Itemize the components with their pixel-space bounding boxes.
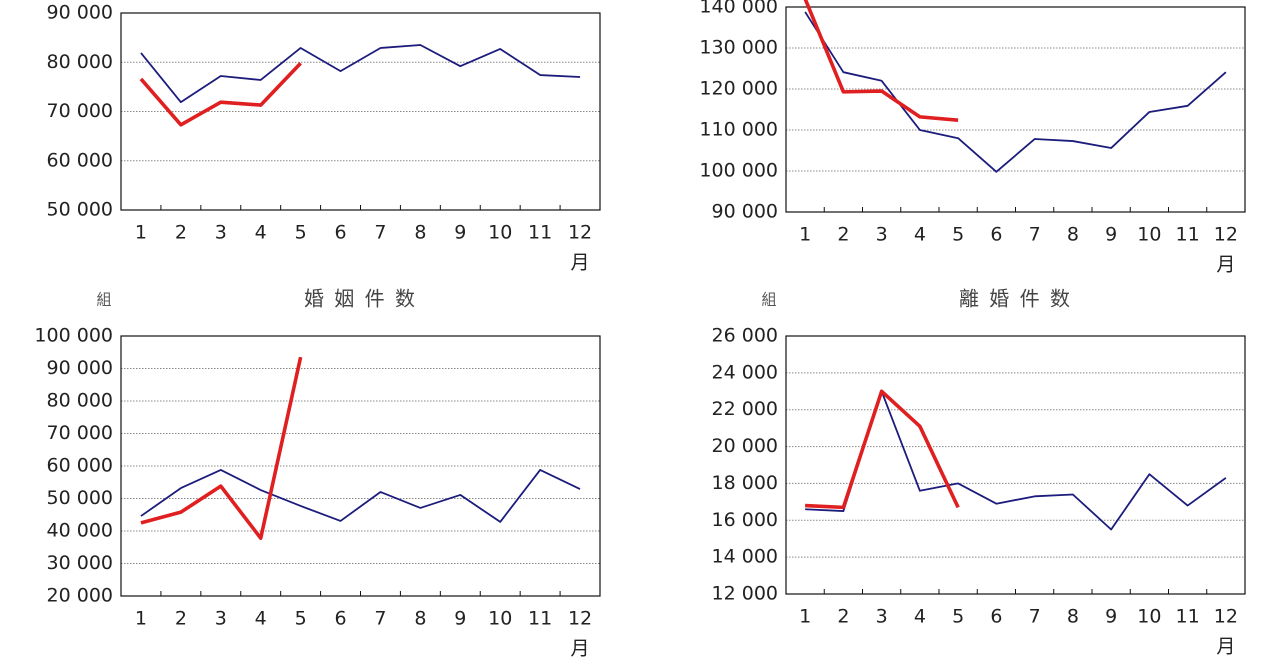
x-axis-label: 月	[1216, 636, 1235, 658]
x-tick-label: 4	[914, 606, 926, 628]
x-tick-label: 1	[135, 608, 147, 630]
y-tick-label: 30 000	[47, 552, 113, 574]
x-tick-label: 5	[295, 608, 307, 630]
y-tick-label: 120 000	[699, 78, 778, 100]
x-tick-label: 7	[1029, 606, 1041, 628]
y-tick-label: 60 000	[47, 455, 113, 477]
y-tick-label: 16 000	[712, 509, 778, 531]
x-tick-label: 11	[1176, 224, 1200, 246]
x-tick-label: 5	[295, 222, 307, 244]
series-line	[803, 0, 959, 122]
y-tick-label: 140 000	[699, 0, 778, 18]
y-tick-label: 100 000	[34, 325, 113, 347]
x-tick-label: 9	[454, 608, 466, 630]
x-tick-label: 3	[215, 222, 227, 244]
plot-frame	[785, 6, 1246, 213]
x-tick-label: 8	[414, 608, 426, 630]
y-tick-label: 22 000	[712, 398, 778, 420]
x-tick-label: 10	[488, 608, 512, 630]
y-tick-label: 70 000	[47, 100, 113, 122]
y-axis-unit: 組	[761, 291, 776, 309]
x-tick-label: 9	[1105, 606, 1117, 628]
y-tick-label: 14 000	[712, 546, 778, 568]
x-tick-label: 2	[175, 222, 187, 244]
x-tick-label: 6	[334, 222, 346, 244]
y-tick-label: 70 000	[47, 422, 113, 444]
x-tick-label: 2	[837, 606, 849, 628]
series-line	[805, 389, 960, 510]
series-line	[140, 469, 581, 523]
y-tick-label: 20 000	[712, 435, 778, 457]
y-tick-label: 80 000	[47, 51, 113, 73]
x-tick-label: 12	[568, 608, 592, 630]
x-tick-label: 10	[1137, 224, 1161, 246]
y-tick-label: 110 000	[699, 119, 778, 141]
y-tick-label: 60 000	[47, 149, 113, 171]
x-tick-label: 12	[1214, 224, 1238, 246]
x-tick-label: 8	[1067, 224, 1079, 246]
x-tick-label: 9	[1105, 224, 1117, 246]
x-tick-label: 1	[135, 222, 147, 244]
y-tick-label: 90 000	[47, 2, 113, 24]
y-tick-label: 50 000	[47, 199, 113, 221]
x-tick-label: 11	[528, 222, 552, 244]
chart-title: 婚 姻 件 数	[304, 287, 417, 311]
y-tick-label: 18 000	[712, 472, 778, 494]
x-tick-label: 3	[876, 606, 888, 628]
y-tick-label: 100 000	[699, 160, 778, 182]
y-axis-unit: 組	[96, 291, 111, 309]
x-tick-label: 1	[799, 224, 811, 246]
x-axis-label: 月	[571, 252, 590, 274]
y-tick-label: 90 000	[47, 357, 113, 379]
x-tick-label: 1	[799, 606, 811, 628]
x-tick-label: 12	[1214, 606, 1238, 628]
plot-frame	[120, 335, 601, 597]
x-tick-label: 8	[414, 222, 426, 244]
x-tick-label: 5	[952, 606, 964, 628]
x-tick-label: 2	[837, 224, 849, 246]
x-tick-label: 11	[528, 608, 552, 630]
x-tick-label: 6	[334, 608, 346, 630]
x-axis-label: 月	[1216, 254, 1235, 276]
x-tick-label: 10	[488, 222, 512, 244]
x-tick-label: 10	[1137, 606, 1161, 628]
x-tick-label: 9	[454, 222, 466, 244]
y-tick-label: 24 000	[712, 361, 778, 383]
x-tick-label: 3	[215, 608, 227, 630]
y-tick-label: 130 000	[699, 37, 778, 59]
y-tick-label: 40 000	[47, 520, 113, 542]
y-tick-label: 12 000	[712, 583, 778, 605]
series-line	[804, 11, 1227, 173]
x-tick-label: 6	[990, 224, 1002, 246]
x-tick-label: 4	[914, 224, 926, 246]
x-tick-label: 8	[1067, 606, 1079, 628]
series-line	[140, 44, 581, 104]
y-tick-label: 90 000	[712, 201, 778, 223]
x-tick-label: 4	[255, 222, 267, 244]
series-line	[805, 390, 1227, 531]
x-tick-label: 4	[255, 608, 267, 630]
x-tick-label: 6	[990, 606, 1002, 628]
plot-frame	[120, 12, 601, 211]
x-tick-label: 2	[175, 608, 187, 630]
series-line	[139, 61, 302, 127]
plot-frame	[785, 335, 1246, 595]
y-tick-label: 80 000	[47, 390, 113, 412]
chart-title: 離 婚 件 数	[959, 287, 1072, 311]
y-tick-label: 20 000	[47, 585, 113, 607]
y-tick-label: 50 000	[47, 487, 113, 509]
x-tick-label: 7	[374, 608, 386, 630]
x-tick-label: 12	[568, 222, 592, 244]
x-tick-label: 5	[952, 224, 964, 246]
series-line	[140, 356, 303, 540]
x-tick-label: 11	[1176, 606, 1200, 628]
x-tick-label: 7	[374, 222, 386, 244]
x-tick-label: 7	[1029, 224, 1041, 246]
y-tick-label: 26 000	[712, 325, 778, 347]
x-axis-label: 月	[571, 638, 590, 660]
x-tick-label: 3	[876, 224, 888, 246]
